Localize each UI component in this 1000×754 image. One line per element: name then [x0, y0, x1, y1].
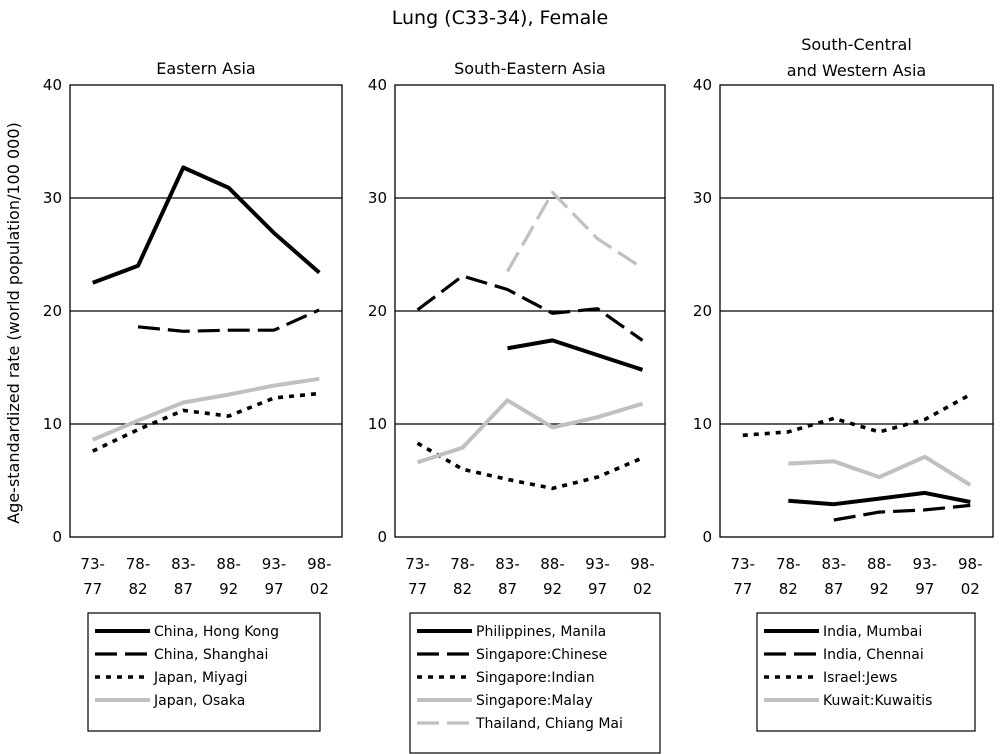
- y-tick-label: 30: [693, 189, 712, 207]
- series-line-india-mumbai: [788, 490, 971, 507]
- series-line-thailand-chiang-mai: [506, 190, 644, 273]
- series-line-china-shanghai: [137, 308, 320, 333]
- x-tick-label: 77: [408, 580, 427, 598]
- series-line-israel-jews: [742, 393, 972, 438]
- chart-panels: Eastern Asia 0 10 20 30 40 73- 77 78- 82 83- 87 88- 9…: [43, 35, 994, 754]
- x-tick-label: 02: [310, 580, 329, 598]
- legend-entry: Kuwait:Kuwaitis: [823, 693, 932, 709]
- legend-entry: Singapore:Chinese: [476, 647, 607, 663]
- series-line-japan-miyagi: [91, 391, 320, 453]
- x-tick-label: 02: [633, 580, 652, 598]
- x-tick-label: 88-: [540, 555, 565, 573]
- y-axis-label: Age-standardized rate (world population/…: [4, 122, 23, 524]
- legend-entry: Philippines, Manila: [476, 624, 606, 640]
- x-tick-label: 87: [498, 580, 517, 598]
- x-tick-label: 73-: [731, 555, 756, 573]
- legend: China, Hong Kong China, Shanghai Japan, Mi…: [87, 612, 321, 732]
- legend-entry: Singapore:Malay: [476, 693, 593, 709]
- y-tick-label: 40: [43, 76, 62, 94]
- x-tick-label: 82: [128, 580, 147, 598]
- y-tick-label: 40: [693, 76, 712, 94]
- x-tick-label: 78-: [776, 555, 801, 573]
- x-tick-label: 82: [453, 580, 472, 598]
- x-tick-label: 73-: [80, 555, 105, 573]
- x-tick-label: 88-: [867, 555, 892, 573]
- panel-2: South-Eastern Asia 0 10 20 30 40 73- 77 78- 82 83-…: [368, 59, 666, 754]
- y-tick-label: 0: [52, 528, 62, 546]
- y-tick-label: 20: [368, 302, 387, 320]
- x-tick-label: 02: [961, 580, 980, 598]
- series-line-india-chennai: [833, 503, 971, 522]
- x-tick-label: 98-: [307, 555, 332, 573]
- y-tick-label: 30: [368, 189, 387, 207]
- legend-entry: Thailand, Chiang Mai: [475, 716, 623, 732]
- x-tick-label: 97: [264, 580, 283, 598]
- legend: India, Mumbai India, Chennai Israel:Jews Ku…: [756, 612, 976, 732]
- series-line-singapore-chinese: [416, 274, 644, 342]
- x-tick-label: 77: [83, 580, 102, 598]
- y-tick-label: 10: [693, 415, 712, 433]
- plot-frame: [69, 84, 343, 538]
- x-tick-label: 73-: [405, 555, 430, 573]
- panel-title: and Western Asia: [787, 61, 926, 80]
- panel-1: Eastern Asia 0 10 20 30 40 73- 77 78- 82 83- 87 88- 9…: [43, 59, 343, 732]
- legend-entry: China, Hong Kong: [154, 624, 279, 640]
- panel-3: South-Central and Western Asia 0 10 20 30 40 73…: [693, 35, 994, 732]
- x-tick-label: 97: [915, 580, 934, 598]
- series-line-japan-osaka: [91, 376, 320, 442]
- chart-title: Lung (C33-34), Female: [392, 7, 609, 29]
- series-line-singapore-indian: [416, 441, 644, 491]
- panel-title: Eastern Asia: [156, 59, 255, 78]
- x-tick-label: 92: [870, 580, 889, 598]
- x-tick-label: 82: [779, 580, 798, 598]
- y-tick-label: 20: [43, 302, 62, 320]
- x-tick-label: 93-: [585, 555, 610, 573]
- x-tick-label: 92: [219, 580, 238, 598]
- legend-entry: China, Shanghai: [154, 647, 268, 663]
- plot-frame: [394, 84, 666, 538]
- x-tick-label: 83-: [822, 555, 847, 573]
- x-tick-label: 93-: [913, 555, 938, 573]
- y-tick-label: 0: [702, 528, 712, 546]
- x-tick-label: 78-: [126, 555, 151, 573]
- x-tick-label: 98-: [630, 555, 655, 573]
- series-line-philippines-manila: [507, 338, 644, 372]
- x-tick-label: 88-: [216, 555, 241, 573]
- panel-title: South-Central: [801, 35, 912, 54]
- series-line-china-hong-kong: [91, 165, 321, 285]
- x-tick-label: 77: [733, 580, 752, 598]
- series-line-singapore-malay: [416, 398, 644, 465]
- y-tick-label: 10: [368, 415, 387, 433]
- y-tick-label: 40: [368, 76, 387, 94]
- x-tick-label: 97: [588, 580, 607, 598]
- x-tick-label: 83-: [171, 555, 196, 573]
- legend-entry: India, Mumbai: [823, 624, 922, 640]
- legend-entry: Japan, Miyagi: [153, 670, 248, 686]
- x-tick-label: 78-: [450, 555, 475, 573]
- legend-entry: Israel:Jews: [823, 670, 897, 686]
- x-tick-label: 87: [824, 580, 843, 598]
- series-line-kuwait-kuwaitis: [788, 454, 972, 487]
- x-tick-label: 98-: [958, 555, 983, 573]
- plot-frame: [719, 84, 994, 538]
- panel-title: South-Eastern Asia: [454, 59, 606, 78]
- y-tick-label: 30: [43, 189, 62, 207]
- legend-entry: Singapore:Indian: [476, 670, 595, 686]
- legend-entry: Japan, Osaka: [153, 693, 245, 709]
- x-tick-label: 93-: [262, 555, 287, 573]
- x-tick-label: 87: [174, 580, 193, 598]
- legend-entry: India, Chennai: [823, 647, 924, 663]
- y-tick-label: 20: [693, 302, 712, 320]
- x-tick-label: 83-: [495, 555, 520, 573]
- legend: Philippines, Manila Singapore:Chinese Sing…: [409, 612, 661, 754]
- y-tick-label: 0: [377, 528, 387, 546]
- x-tick-label: 92: [543, 580, 562, 598]
- legend-frame: [409, 612, 661, 754]
- y-tick-label: 10: [43, 415, 62, 433]
